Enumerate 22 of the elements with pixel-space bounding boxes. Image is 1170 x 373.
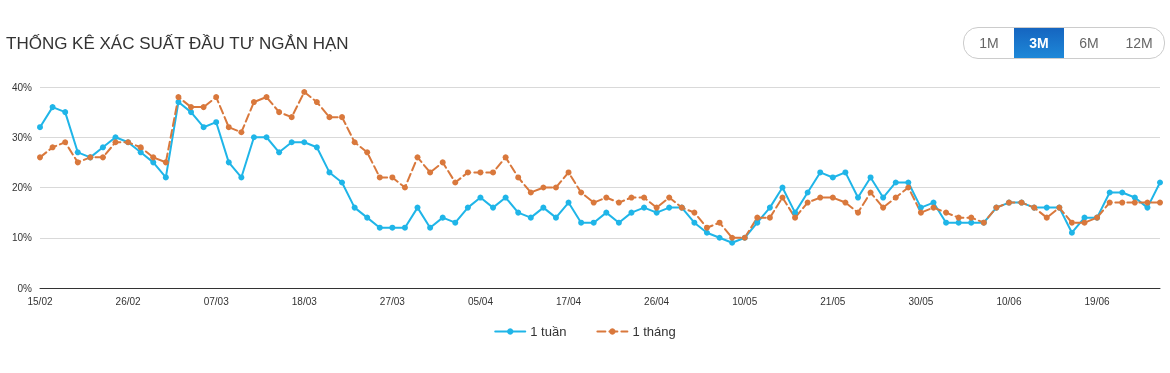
chart-title: THỐNG KÊ XÁC SUẤT ĐẦU TƯ NGẮN HẠN xyxy=(6,34,349,54)
x-tick-label: 10/05 xyxy=(732,295,758,307)
y-tick-label: 30% xyxy=(11,131,33,143)
legend-label: 1 tuần xyxy=(530,324,567,339)
x-tick-label: 18/03 xyxy=(291,295,318,307)
y-tick-label: 0% xyxy=(17,282,33,294)
x-tick-label: 27/03 xyxy=(379,295,406,307)
y-tick-label: 20% xyxy=(11,182,33,193)
y-tick-label: 10% xyxy=(11,232,33,244)
x-tick-label: 30/05 xyxy=(908,295,934,307)
x-tick-label: 17/04 xyxy=(556,295,582,307)
x-tick-label: 19/06 xyxy=(1084,295,1111,307)
x-tick-label: 05/04 xyxy=(467,295,494,307)
x-tick-label: 10/06 xyxy=(996,295,1022,307)
legend-label: 1 tháng xyxy=(632,324,676,339)
x-tick-label: 26/02 xyxy=(115,295,142,307)
range-selector: 1M 3M 6M 12M xyxy=(963,27,1165,59)
x-tick-label: 15/02 xyxy=(27,295,53,307)
y-tick-label: 40% xyxy=(11,81,33,93)
x-tick-label: 26/04 xyxy=(644,295,670,307)
x-tick-label: 21/05 xyxy=(820,295,846,307)
x-tick-label: 07/03 xyxy=(203,295,230,307)
